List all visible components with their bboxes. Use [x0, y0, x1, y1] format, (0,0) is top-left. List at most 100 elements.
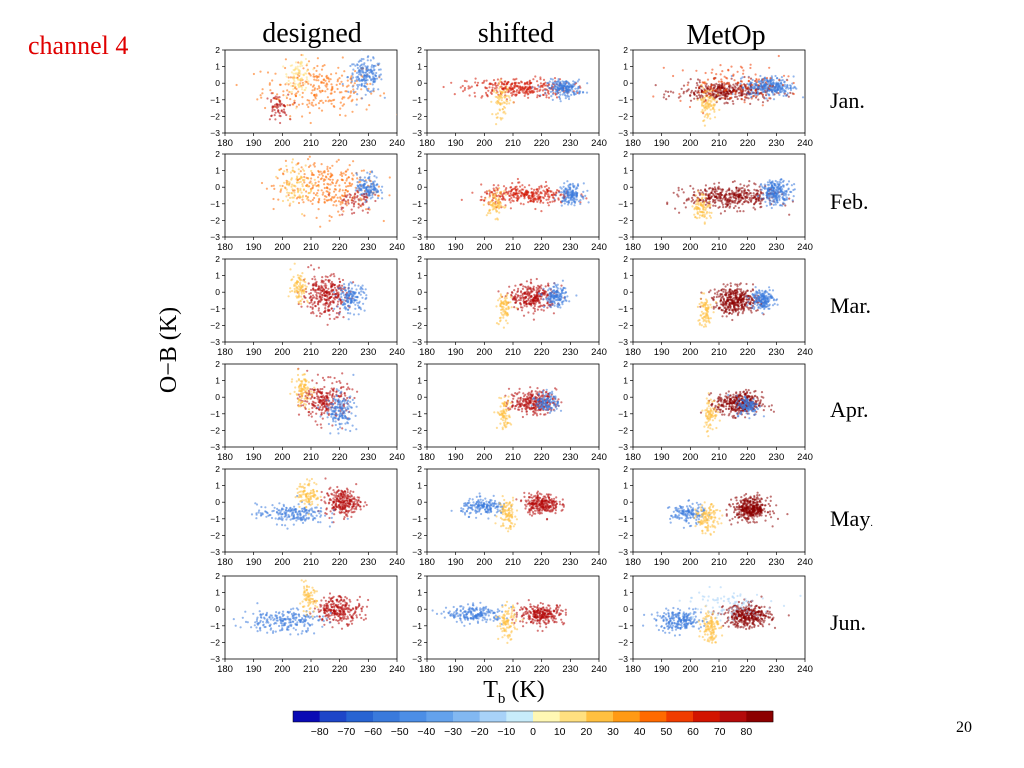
scatter-point [516, 195, 520, 198]
scatter-point [344, 200, 347, 203]
x-axis-label-unit: (K) [511, 677, 544, 703]
scatter-point [579, 199, 582, 202]
scatter-point [336, 196, 339, 199]
scatter-point [557, 87, 560, 90]
scatter-point [312, 75, 315, 78]
scatter-point [318, 89, 321, 92]
scatter-point [297, 290, 301, 293]
scatter-point [565, 80, 568, 83]
scatter-point [331, 285, 334, 288]
scatter-point [702, 104, 705, 107]
scatter-point [319, 291, 322, 294]
scatter-point [570, 93, 573, 96]
scatter-point [345, 298, 348, 301]
scatter-point [524, 87, 527, 90]
scatter-point [360, 57, 363, 61]
scatter-point [736, 202, 739, 205]
scatter-point [338, 298, 341, 301]
scatter-point [556, 189, 559, 192]
scatter-point [692, 187, 695, 190]
scatter-point [273, 108, 276, 112]
scatter-point [500, 83, 504, 86]
x-tick-label: 210 [711, 242, 727, 253]
scatter-point [704, 100, 707, 103]
scatter-point [679, 99, 682, 102]
scatter-point [757, 84, 760, 87]
scatter-point [308, 302, 311, 305]
scatter-point [325, 284, 328, 287]
scatter-point [736, 210, 739, 213]
scatter-point [288, 181, 291, 184]
scatter-point [341, 189, 344, 192]
scatter-point [750, 200, 753, 203]
scatter-point [493, 87, 497, 90]
scatter-point [334, 193, 338, 196]
scatter-point [564, 291, 568, 294]
scatter-point [314, 278, 317, 281]
scatter-point [345, 300, 349, 303]
scatter-point [302, 290, 305, 293]
y-tick-label: 2 [417, 45, 422, 55]
scatter-point [356, 296, 359, 299]
scatter-point [665, 98, 668, 101]
scatter-point [503, 110, 506, 113]
scatter-point [343, 305, 347, 308]
scatter-point [751, 83, 754, 87]
y-tick-label: 1 [215, 271, 220, 281]
scatter-point [368, 172, 371, 176]
scatter-point [792, 188, 795, 192]
scatter-point [362, 58, 365, 61]
scatter-point [696, 91, 699, 94]
scatter-point [768, 179, 771, 182]
scatter-point [737, 187, 741, 190]
scatter-point [379, 189, 382, 192]
scatter-point [730, 193, 733, 196]
scatter-point [311, 202, 314, 205]
scatter-point [698, 216, 701, 219]
scatter-point [782, 193, 785, 196]
scatter-point [355, 288, 358, 291]
scatter-point [720, 80, 723, 83]
scatter-point [567, 201, 570, 204]
scatter-point [355, 173, 359, 176]
scatter-point [537, 301, 541, 304]
scatter-point [754, 89, 757, 92]
scatter-point [311, 198, 314, 201]
scatter-point [293, 287, 296, 290]
scatter-point [515, 190, 518, 193]
scatter-point [786, 79, 789, 82]
scatter-point [543, 185, 547, 188]
scatter-point [689, 99, 693, 102]
scatter-point [721, 197, 724, 200]
scatter-point [326, 295, 329, 298]
scatter-point [504, 191, 507, 194]
scatter-point [771, 192, 774, 195]
scatter-point [791, 199, 794, 202]
scatter-point [755, 79, 758, 82]
scatter-point [301, 168, 305, 171]
scatter-point [450, 81, 453, 84]
scatter-point [783, 80, 786, 83]
scatter-point [713, 76, 716, 80]
scatter-point [711, 188, 715, 191]
scatter-point [289, 171, 292, 174]
scatter-point [323, 78, 326, 81]
scatter-point [766, 183, 769, 186]
scatter-point [350, 299, 354, 302]
scatter-point [527, 297, 530, 300]
scatter-point [340, 74, 344, 77]
scatter-point [521, 192, 524, 195]
scatter-point [286, 183, 289, 186]
scatter-point [374, 73, 377, 77]
scatter-point [718, 84, 722, 87]
y-tick-label: 0 [215, 287, 220, 297]
scatter-point [347, 84, 350, 87]
scatter-point [363, 182, 366, 185]
scatter-point [532, 78, 535, 81]
scatter-point [739, 77, 743, 80]
scatter-point [301, 272, 304, 275]
scatter-point [702, 208, 705, 211]
scatter-point [485, 192, 489, 195]
scatter-point [562, 88, 565, 91]
scatter-point [470, 85, 473, 88]
